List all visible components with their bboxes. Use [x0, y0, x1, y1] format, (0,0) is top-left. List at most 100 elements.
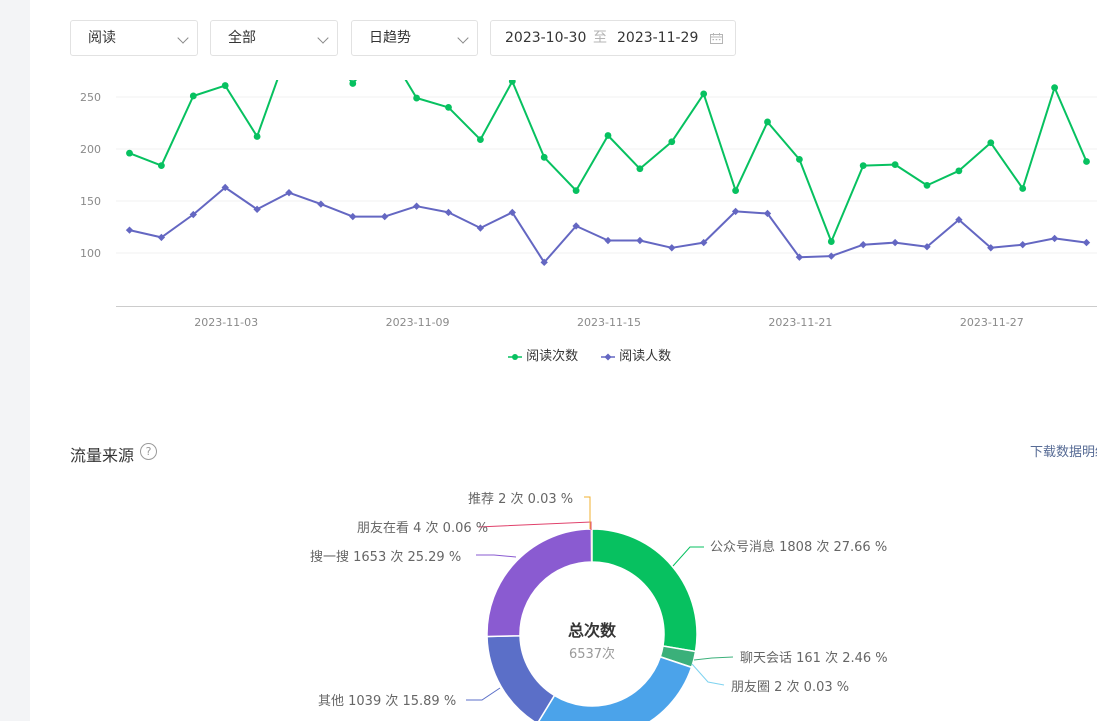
leader-line	[466, 687, 501, 701]
data-point	[795, 253, 804, 261]
download-data-link[interactable]: 下载数据明细	[1030, 445, 1097, 460]
data-point	[1019, 185, 1027, 192]
question-circle-icon[interactable]: ?	[140, 443, 157, 460]
data-point	[636, 236, 644, 245]
data-point	[668, 244, 676, 252]
date-start[interactable]: 2023-10-30	[505, 30, 587, 46]
metric-select-value: 阅读	[88, 30, 116, 46]
data-point	[636, 165, 644, 173]
data-point	[253, 133, 261, 140]
slice-label-search: 搜一搜 1653 次 25.29 %	[310, 550, 462, 565]
data-point	[796, 156, 803, 163]
data-point	[732, 187, 739, 195]
x-tick-label: 2023-11-21	[768, 316, 832, 329]
date-separator: 至	[593, 30, 607, 46]
slice-label-chat: 聊天会话 161 次 2.46 %	[740, 651, 888, 666]
data-point	[923, 182, 931, 189]
chevron-down-icon	[177, 32, 189, 44]
donut-center: 总次数 6537次	[512, 617, 672, 662]
data-point	[444, 208, 453, 217]
data-point	[700, 90, 708, 98]
series-readers	[125, 183, 1091, 267]
filter-bar: 阅读 全部 日趋势 2023-10-30 至 2023-11-29	[30, 0, 1097, 80]
x-tick-label: 2023-11-09	[386, 316, 450, 329]
series-reads	[126, 80, 1090, 245]
trend-select[interactable]: 日趋势	[351, 20, 478, 56]
leader-line	[477, 521, 592, 530]
data-point	[477, 136, 484, 144]
metric-select[interactable]: 阅读	[70, 20, 198, 56]
data-point	[381, 212, 389, 221]
leader-line	[672, 546, 704, 567]
leader-line	[691, 663, 725, 686]
date-end[interactable]: 2023-11-29	[617, 30, 699, 46]
data-point	[157, 233, 166, 242]
leader-line	[584, 496, 591, 529]
chevron-down-icon	[317, 32, 329, 44]
slice-label-official-message: 公众号消息 1808 次 27.66 %	[710, 540, 888, 555]
trend-select-value: 日趋势	[369, 30, 411, 46]
legend-label-reads: 阅读次数	[526, 349, 579, 364]
slice-label-other: 其他 1039 次 15.89 %	[318, 694, 457, 709]
data-point	[253, 205, 261, 213]
data-point	[987, 139, 995, 147]
section-title: 流量来源	[70, 446, 135, 465]
data-point	[668, 138, 676, 146]
data-point	[445, 104, 452, 111]
data-point	[891, 238, 899, 247]
x-tick-label: 2023-11-03	[194, 316, 258, 329]
y-tick-label: 100	[80, 247, 101, 260]
legend-label-readers: 阅读人数	[619, 349, 672, 364]
calendar-icon	[710, 33, 723, 44]
chevron-down-icon	[457, 32, 469, 44]
data-point	[349, 80, 357, 87]
data-point	[413, 94, 420, 102]
data-point	[891, 161, 899, 169]
data-point	[1019, 241, 1027, 249]
data-point	[987, 244, 995, 252]
data-point	[572, 187, 580, 195]
trend-line-chart: 100 150 200 250 2023-11-03 2023-11-09 2023-11-…	[80, 80, 1097, 329]
y-tick-label: 150	[80, 195, 101, 208]
content-panel	[30, 0, 1097, 721]
data-point	[604, 132, 612, 139]
data-point	[508, 80, 516, 85]
slice-label-friends-watching: 朋友在看 4 次 0.06 %	[357, 521, 489, 536]
legend-marker-icon	[508, 353, 522, 360]
data-point	[604, 236, 612, 245]
data-point	[859, 241, 867, 249]
leader-line	[476, 554, 517, 558]
scope-select-value: 全部	[228, 30, 256, 46]
data-point	[572, 222, 580, 230]
slice-label-moments: 朋友圈 2 次 0.03 %	[731, 680, 850, 695]
legend-item-readers[interactable]: 阅读人数	[601, 345, 671, 364]
data-point	[1083, 158, 1090, 165]
donut-center-value: 6537次	[568, 647, 616, 662]
data-point	[955, 167, 963, 175]
data-point	[189, 210, 197, 219]
legend-marker-icon	[601, 352, 615, 361]
data-point	[955, 216, 963, 224]
data-point	[859, 162, 867, 170]
data-point	[540, 258, 548, 267]
x-tick-label: 2023-11-15	[577, 316, 641, 329]
legend-item-reads[interactable]: 阅读次数	[508, 345, 578, 364]
date-range-picker[interactable]: 2023-10-30 至 2023-11-29	[490, 20, 736, 56]
data-point	[126, 149, 133, 157]
donut-center-title: 总次数	[567, 621, 616, 640]
data-point	[125, 226, 134, 234]
data-point	[700, 238, 708, 247]
data-point	[221, 183, 229, 192]
data-point	[1051, 84, 1058, 92]
scope-select[interactable]: 全部	[210, 20, 338, 56]
slice-label-recommend: 推荐 2 次 0.03 %	[468, 492, 574, 507]
data-point	[764, 118, 771, 126]
donut-slice	[537, 655, 693, 721]
data-point	[827, 238, 835, 245]
leader-line	[693, 656, 734, 661]
x-tick-label: 2023-11-27	[960, 316, 1024, 329]
data-point	[540, 153, 548, 161]
data-point	[158, 162, 165, 170]
data-point	[189, 92, 197, 100]
